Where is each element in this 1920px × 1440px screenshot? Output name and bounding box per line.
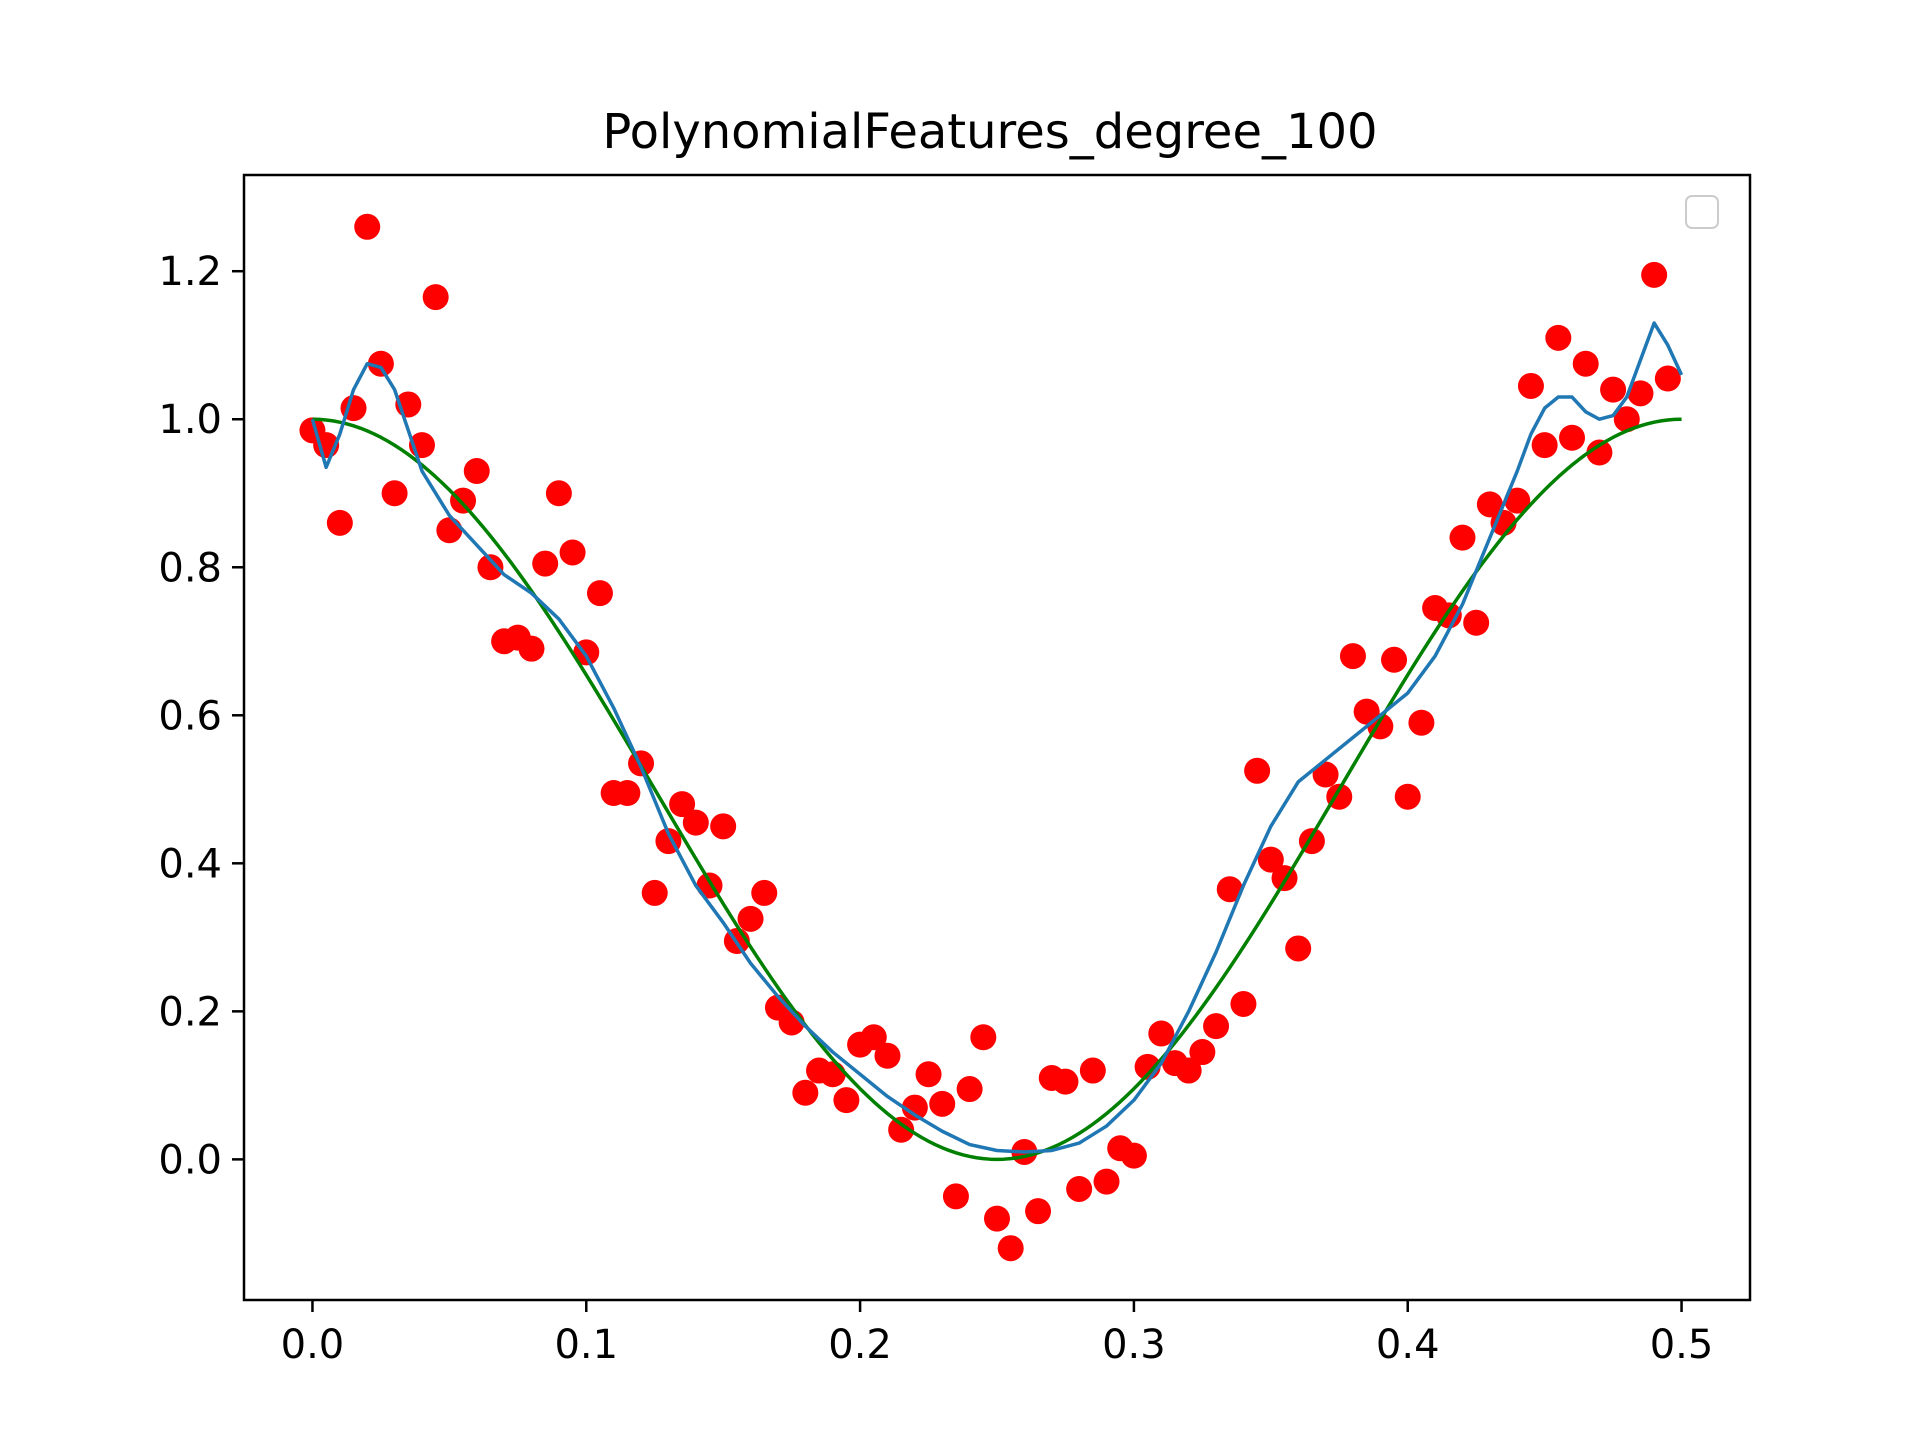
data-point-48 [956, 1076, 983, 1103]
x-tick-label-1: 0.1 [554, 1322, 618, 1368]
y-tick-label-3: 0.6 [158, 693, 222, 739]
legend-box [1685, 195, 1719, 229]
data-point-69 [1244, 757, 1271, 784]
data-point-51 [997, 1235, 1024, 1262]
data-point-68 [1230, 990, 1257, 1017]
data-point-27 [669, 791, 696, 818]
y-tick-label-2: 0.4 [158, 841, 222, 887]
data-point-57 [1079, 1057, 1106, 1084]
data-point-74 [1312, 761, 1339, 788]
data-point-65 [1189, 1039, 1216, 1066]
y-tick-label-5: 1.0 [158, 397, 222, 443]
data-point-5 [367, 350, 394, 377]
data-point-67 [1216, 876, 1243, 903]
x-tick-label-4: 0.4 [1376, 1322, 1440, 1368]
data-point-56 [1066, 1175, 1093, 1202]
data-point-53 [1025, 1198, 1052, 1225]
data-point-89 [1517, 372, 1544, 399]
data-point-45 [915, 1061, 942, 1088]
data-point-85 [1463, 609, 1490, 636]
data-point-41 [860, 1024, 887, 1051]
y-tick-label-1: 0.2 [158, 989, 222, 1035]
data-point-11 [450, 487, 477, 514]
data-point-33 [751, 879, 778, 906]
data-point-62 [1148, 1020, 1175, 1047]
data-point-95 [1600, 376, 1627, 403]
data-point-50 [984, 1205, 1010, 1232]
data-point-79 [1381, 646, 1408, 673]
data-point-92 [1559, 424, 1586, 451]
data-point-42 [874, 1042, 901, 1069]
data-point-70 [1257, 846, 1284, 873]
data-point-81 [1408, 709, 1435, 736]
plot-area [299, 213, 1684, 1262]
axes: 0.0 0.1 0.2 0.3 0.4 0.5 0.0 0.2 0.4 0.6 0.8 1.0 1.2 [158, 173, 1752, 1368]
data-point-32 [737, 905, 764, 932]
data-point-99 [1654, 365, 1681, 392]
data-point-90 [1531, 432, 1558, 459]
data-point-30 [710, 813, 737, 840]
data-point-16 [518, 635, 545, 662]
data-point-66 [1203, 1013, 1230, 1040]
data-point-72 [1285, 935, 1312, 962]
data-point-49 [970, 1024, 997, 1051]
data-point-80 [1394, 783, 1421, 810]
data-point-39 [833, 1087, 860, 1114]
axes-frame [242, 173, 1752, 1302]
data-point-4 [354, 213, 381, 240]
data-point-44 [901, 1094, 928, 1121]
data-point-60 [1120, 1142, 1147, 1169]
data-point-18 [545, 480, 572, 507]
data-point-76 [1339, 643, 1366, 670]
data-point-25 [641, 879, 668, 906]
data-point-10 [436, 517, 463, 544]
data-point-9 [422, 284, 449, 311]
data-point-93 [1572, 350, 1599, 377]
data-point-86 [1476, 491, 1503, 518]
data-point-17 [532, 550, 559, 577]
data-point-28 [682, 809, 709, 836]
data-point-21 [586, 580, 613, 607]
x-tick-label-3: 0.3 [1102, 1322, 1166, 1368]
data-point-46 [929, 1090, 956, 1117]
data-point-6 [381, 480, 408, 507]
y-tick-label-6: 1.2 [158, 249, 222, 295]
data-point-23 [614, 780, 641, 807]
x-tick-label-0: 0.0 [281, 1322, 345, 1368]
data-point-97 [1627, 380, 1654, 407]
data-point-38 [819, 1061, 846, 1088]
chart-title: PolynomialFeatures_degree_100 [602, 104, 1377, 160]
data-point-47 [942, 1183, 969, 1210]
data-point-19 [559, 539, 586, 566]
x-tick-label-2: 0.2 [828, 1322, 892, 1368]
data-point-2 [326, 509, 353, 536]
data-point-12 [463, 458, 490, 485]
data-point-96 [1613, 406, 1640, 433]
fit-line [310, 321, 1684, 1154]
x-tick-label-5: 0.5 [1650, 1322, 1714, 1368]
data-point-58 [1093, 1168, 1120, 1195]
data-point-98 [1641, 261, 1668, 288]
data-point-13 [477, 554, 504, 581]
data-point-91 [1545, 324, 1572, 351]
data-point-88 [1504, 487, 1531, 514]
data-point-43 [888, 1116, 915, 1143]
y-tick-label-0: 0.0 [158, 1137, 222, 1183]
true-function-line [312, 417, 1682, 1162]
data-point-64 [1175, 1057, 1202, 1084]
y-tick-label-4: 0.8 [158, 545, 222, 591]
data-point-94 [1586, 439, 1613, 466]
data-point-36 [792, 1079, 819, 1106]
data-point-55 [1052, 1068, 1079, 1095]
data-point-84 [1449, 524, 1476, 551]
